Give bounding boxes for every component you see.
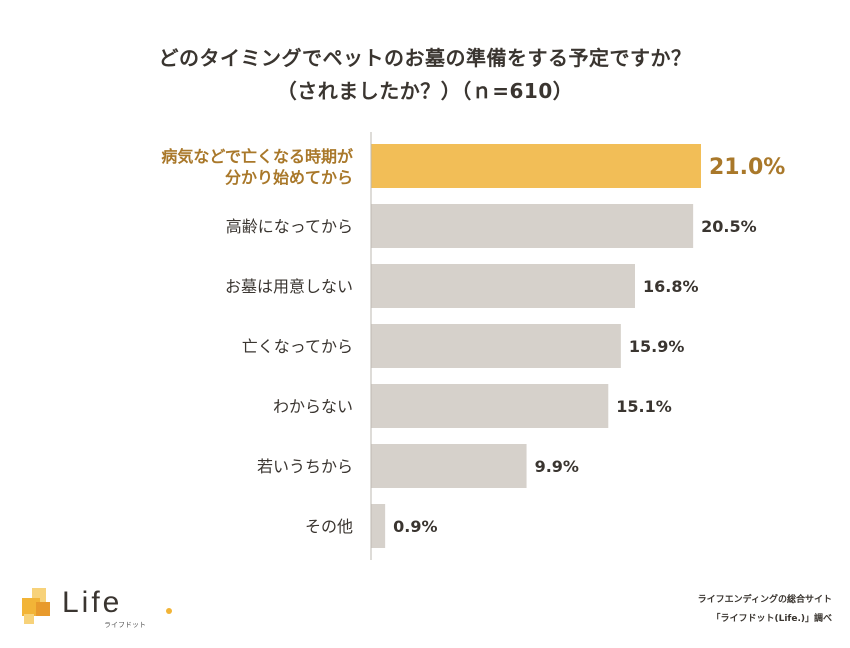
life-logo: Life ライフドット bbox=[22, 586, 182, 636]
credit-line2: 「ライフドット(Life.)」調べ bbox=[711, 614, 833, 624]
bar-2 bbox=[371, 264, 635, 308]
logo-subtext: ライフドット bbox=[104, 621, 146, 629]
category-label-3-0: 亡くなってから bbox=[242, 337, 353, 356]
chart-title-line2: （されましたか？）（ｎ=610） bbox=[276, 79, 574, 103]
bar-1 bbox=[371, 204, 694, 248]
value-label-3: 15.9% bbox=[629, 337, 685, 356]
category-label-4-0: わからない bbox=[273, 397, 353, 416]
logo-dot bbox=[166, 608, 172, 614]
bar-4 bbox=[371, 384, 609, 428]
bar-0 bbox=[371, 144, 701, 188]
bar-6 bbox=[371, 504, 386, 548]
category-label-2-0: お墓は用意しない bbox=[225, 277, 353, 296]
value-label-4: 15.1% bbox=[616, 397, 672, 416]
bar-5 bbox=[371, 444, 527, 488]
value-label-0: 21.0% bbox=[709, 155, 785, 180]
logo-squares-icon bbox=[22, 588, 50, 624]
category-label-0-0: 病気などで亡くなる時期が bbox=[161, 147, 353, 166]
category-label-6-0: その他 bbox=[305, 517, 353, 536]
bar-3 bbox=[371, 324, 621, 368]
value-label-1: 20.5% bbox=[701, 217, 757, 236]
category-label-1-0: 高齢になってから bbox=[226, 217, 353, 236]
chart-title-line1: どのタイミングでペットのお墓の準備をする予定ですか？ bbox=[158, 46, 692, 70]
value-label-2: 16.8% bbox=[643, 277, 699, 296]
logo-wordmark: Life bbox=[62, 586, 123, 619]
category-label-0-1: 分かり始めてから bbox=[225, 168, 353, 187]
credit-line1: ライフエンディングの総合サイト bbox=[697, 595, 832, 605]
value-label-5: 9.9% bbox=[535, 457, 579, 476]
value-label-6: 0.9% bbox=[393, 517, 437, 536]
category-label-5-0: 若いうちから bbox=[257, 457, 353, 476]
